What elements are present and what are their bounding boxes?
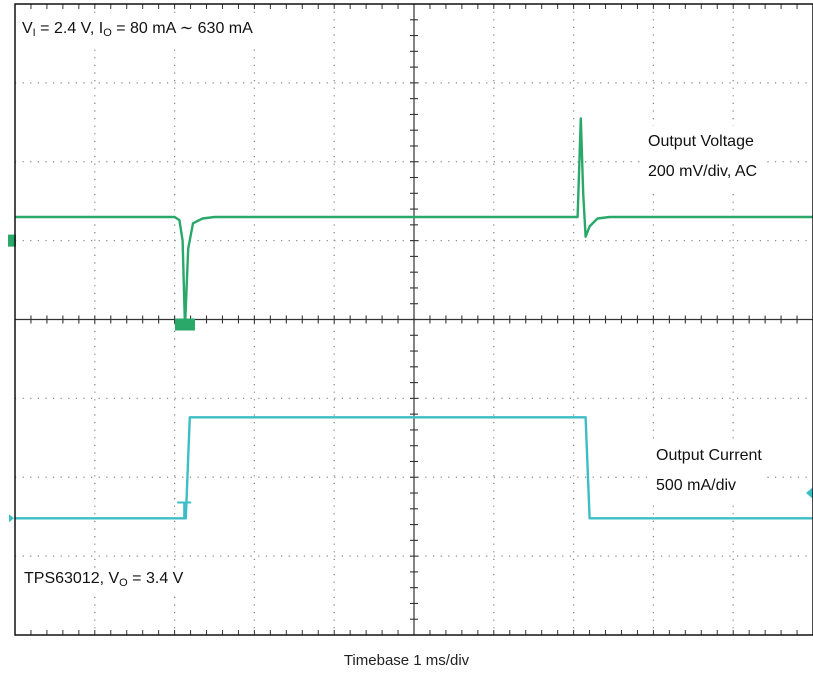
current-label-line2: 500 mA/div (656, 477, 737, 494)
io-symbol: I (98, 20, 104, 37)
plot-frame (14, 3, 813, 636)
vi-subscript: I (32, 27, 36, 39)
conditions-annotation: VI = 2.4 V, IO = 80 mA ∼ 630 mA (18, 18, 257, 44)
voltage-label: Output Voltage 200 mV/div, AC (644, 126, 762, 188)
vo-value: = 3.4 V (127, 570, 184, 587)
current-label: Output Current 500 mA/div (652, 440, 766, 502)
vo-subscript: O (119, 577, 128, 589)
voltage-label-line1: Output Voltage (648, 133, 754, 150)
current-label-line1: Output Current (656, 447, 762, 464)
x-axis-label: Timebase 1 ms/div (343, 652, 470, 669)
voltage-label-line2: 200 mV/div, AC (648, 163, 758, 180)
trigger-level-marker (806, 487, 813, 500)
device-name: TPS63012, (24, 570, 109, 587)
io-value: = 80 mA ∼ 630 mA (111, 20, 253, 37)
output-voltage-trace (15, 117, 813, 329)
trigger-position-marker (174, 318, 195, 331)
vi-value: = 2.4 V, (35, 20, 99, 37)
markers (8, 234, 813, 523)
grid (15, 4, 813, 635)
output-current-trace (15, 416, 813, 520)
io-subscript: O (103, 27, 112, 39)
device-annotation: TPS63012, VO = 3.4 V (20, 568, 188, 594)
vo-symbol: V (108, 570, 120, 587)
voltage-ground-marker (8, 234, 16, 247)
vi-symbol: V (22, 20, 33, 37)
traces (15, 117, 813, 520)
current-ground-marker (9, 514, 14, 523)
